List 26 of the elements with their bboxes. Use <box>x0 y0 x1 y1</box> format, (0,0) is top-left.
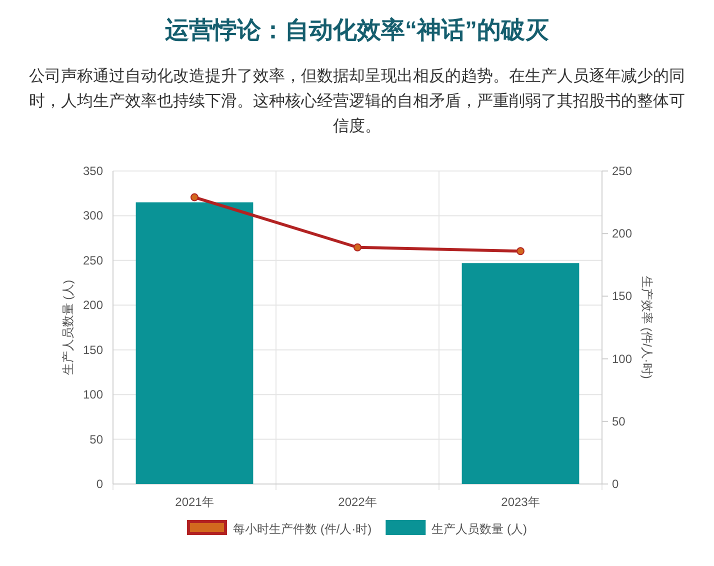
x-tick-label: 2021年 <box>175 495 214 509</box>
point <box>516 247 524 256</box>
y2-tick-label: 250 <box>612 164 632 178</box>
title: 运营悖论：自动化效率“神话”的破灭 <box>164 16 550 46</box>
legend-label: 每小时生产件数 (件/人·时) <box>233 522 372 536</box>
y2-tick-label: 50 <box>612 414 626 428</box>
y-tick-label: 100 <box>82 388 104 402</box>
y-tick-label: 150 <box>82 342 104 357</box>
y2-tick-label: 150 <box>612 289 632 304</box>
y2-tick-label: 200 <box>612 226 632 241</box>
x-tick-label: 2022年 <box>338 495 377 509</box>
y-tick-label: 250 <box>82 253 104 268</box>
y2-tick-label: 100 <box>612 352 632 366</box>
x-tick-label: 2023年 <box>501 495 540 509</box>
y-tick-label: 0 <box>96 477 104 491</box>
point <box>354 243 362 252</box>
y-tick-label: 200 <box>82 298 104 312</box>
point <box>190 193 198 202</box>
y-axis-title: 生产人员数量 (人) <box>61 280 75 376</box>
y2-tick-label: 0 <box>612 477 619 491</box>
y-tick-label: 300 <box>82 208 104 223</box>
y-tick-label: 50 <box>90 432 104 446</box>
y-tick-label: 350 <box>82 164 104 178</box>
y2-axis-title: 生产效率 (件/人·时) <box>640 276 654 379</box>
legend-label: 生产人员数量 (人) <box>432 522 527 536</box>
subtitle: 公司声称通过自动化改造提升了效率，但数据却呈现出相反的趋势。在生产人员逐年减少的同时，人均生产效率也持续下滑。这种核心经营逻辑的自相矛盾，严重削弱了其招股书的整体可信度。 <box>28 66 686 137</box>
